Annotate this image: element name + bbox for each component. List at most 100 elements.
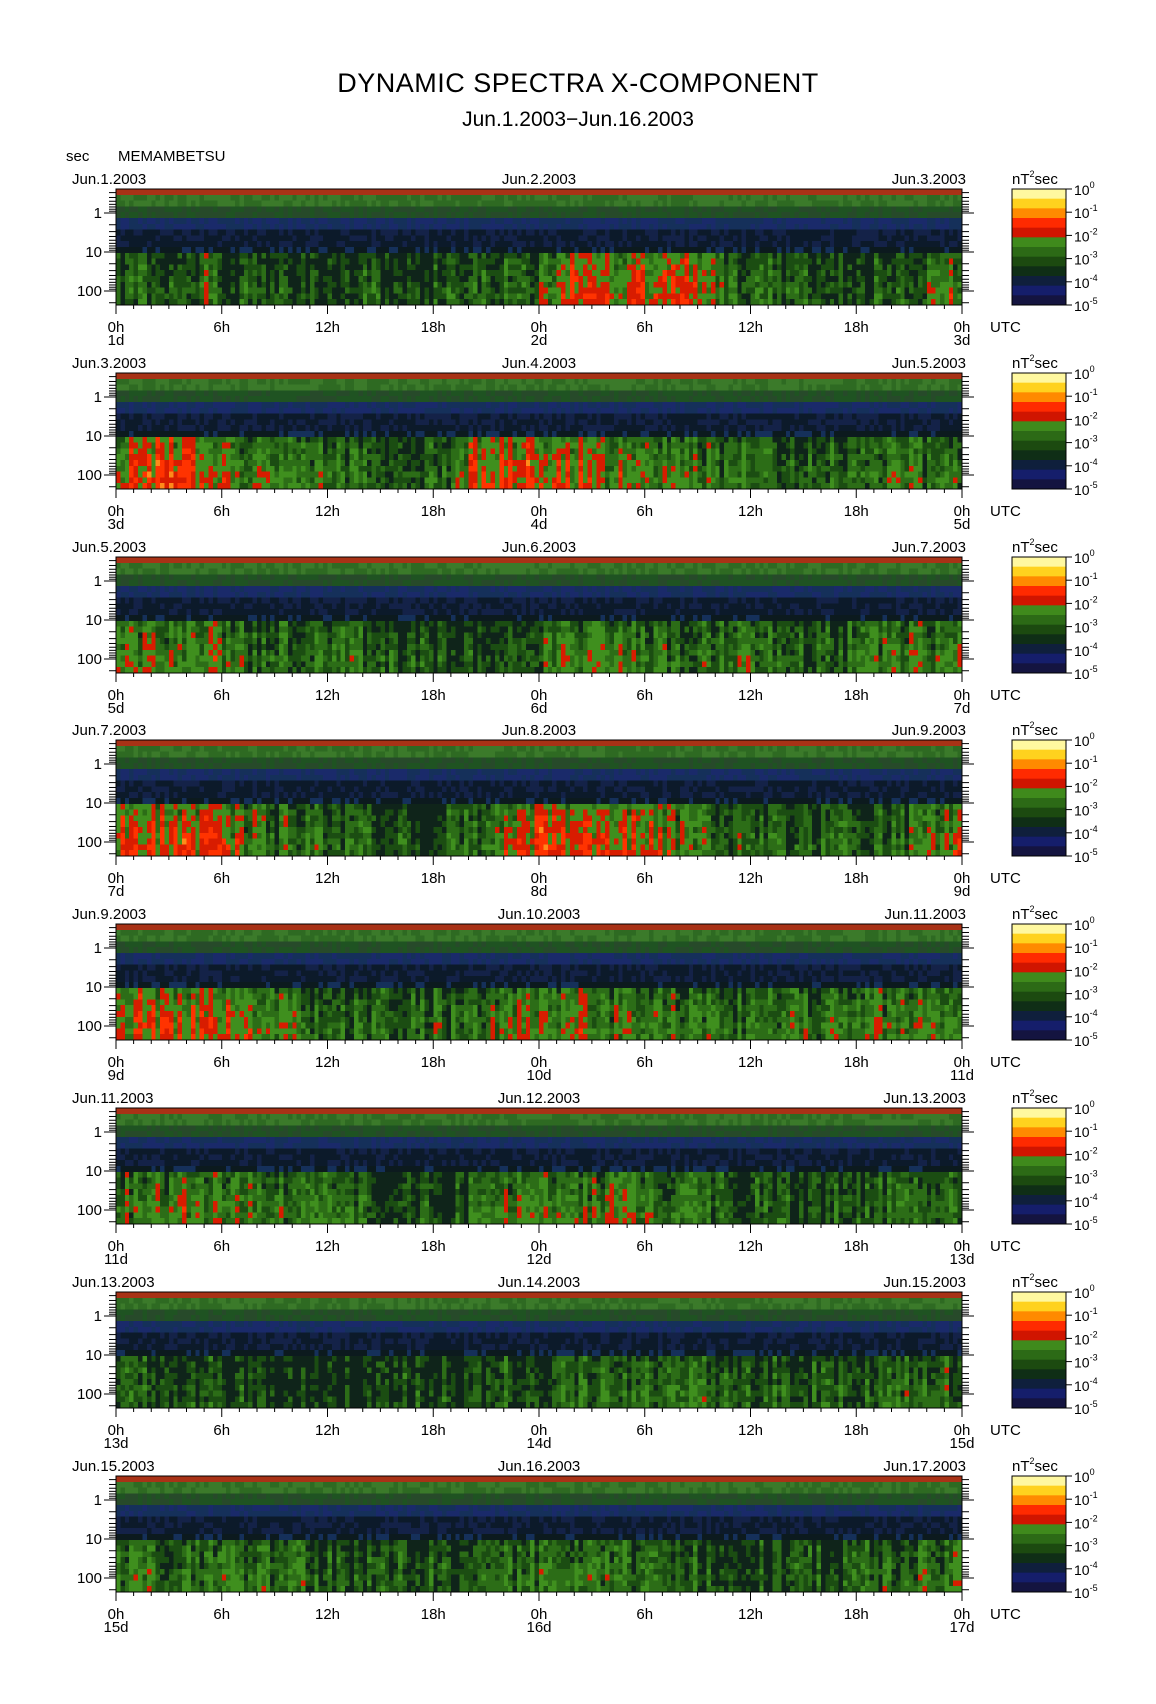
spectrogram-cell (838, 235, 844, 242)
spectrogram-cell (305, 396, 311, 403)
spectrogram-cell (596, 229, 602, 236)
spectrogram-cell (508, 252, 514, 260)
spectrogram-cell (472, 252, 478, 260)
spectrogram-cell (671, 299, 677, 306)
spectrogram-cell (239, 396, 245, 403)
spectrogram-cell (693, 264, 699, 271)
spectrogram-cell (503, 229, 509, 236)
spectrogram-cell (609, 270, 615, 277)
spectrogram-cell (234, 460, 240, 467)
spectrogram-cell (345, 212, 351, 219)
spectrogram-cell (331, 194, 337, 202)
spectrogram-cell (794, 281, 800, 289)
spectrogram-cell (327, 229, 333, 236)
spectrogram-cell (754, 235, 760, 242)
spectrogram-cell (882, 264, 888, 271)
spectrogram-cell (402, 206, 408, 213)
spectrogram-cell (331, 270, 337, 277)
spectrogram-cell (217, 276, 223, 283)
spectrogram-cell (331, 229, 337, 236)
spectrogram-cell (746, 206, 752, 213)
spectrogram-cell (208, 212, 214, 219)
spectrogram-cell (296, 378, 302, 386)
spectrogram-cell (234, 436, 240, 444)
spectrogram-cell (508, 235, 514, 242)
spectrogram-cell (904, 194, 910, 202)
spectrogram-cell (265, 247, 271, 254)
spectrogram-cell (182, 218, 188, 225)
spectrogram-cell (913, 194, 919, 202)
spectrogram-cell (724, 270, 730, 277)
spectrogram-cell (574, 200, 580, 207)
spectrogram-cell (120, 390, 126, 397)
spectrogram-cell (301, 396, 307, 403)
spectrogram-cell (715, 293, 721, 300)
spectrogram-cell (199, 281, 205, 289)
spectrogram-cell (635, 212, 641, 219)
spectrogram-cell (917, 299, 923, 306)
spectrogram-cell (133, 264, 139, 271)
spectrogram-cell (759, 194, 765, 202)
spectrogram-cell (587, 281, 593, 289)
spectrogram-cell (887, 223, 893, 231)
spectrogram-cell (327, 431, 333, 438)
spectrogram-cell (389, 276, 395, 283)
spectrogram-cell (124, 436, 130, 444)
spectrogram-cell (649, 235, 655, 242)
spectrogram-cell (212, 281, 218, 289)
spectrogram-cell (737, 287, 743, 294)
spectrogram-cell (433, 206, 439, 213)
spectrogram-cell (609, 218, 615, 225)
spectrogram-cell (530, 276, 536, 283)
spectrogram-cell (217, 212, 223, 219)
spectrogram-cell (353, 189, 359, 196)
spectrogram-cell (433, 200, 439, 207)
spectrogram-cell (239, 299, 245, 306)
spectrogram-cell (270, 431, 276, 438)
spectrogram-cell (230, 378, 236, 386)
spectrogram-cell (834, 229, 840, 236)
spectrogram-cell (367, 189, 373, 196)
spectrogram-cell (653, 287, 659, 294)
spectrogram-cell (913, 218, 919, 225)
spectrogram-cell (340, 229, 346, 236)
spectrogram-cell (309, 483, 315, 490)
spectrogram-cell (199, 264, 205, 271)
spectrogram-cell (917, 247, 923, 254)
spectrogram-cell (442, 258, 448, 265)
spectrogram-cell (865, 281, 871, 289)
spectrogram-cell (565, 241, 571, 248)
spectrogram-cell (516, 287, 522, 294)
spectrogram-cell (552, 223, 558, 231)
spectrogram-cell (922, 200, 928, 207)
spectrogram-cell (173, 241, 179, 248)
spectrogram-cell (763, 276, 769, 283)
spectrogram-cell (798, 223, 804, 231)
spectrogram-cell (856, 299, 862, 306)
spectrogram-cell (508, 287, 514, 294)
spectrogram-cell (812, 264, 818, 271)
spectrogram-cell (133, 287, 139, 294)
spectrogram-cell (891, 241, 897, 248)
spectrogram-cell (746, 235, 752, 242)
spectrogram-cell (768, 281, 774, 289)
spectrogram-cell (666, 189, 672, 196)
spectrogram-cell (301, 247, 307, 254)
spectrogram-cell (635, 189, 641, 196)
spectrogram-cell (873, 235, 879, 242)
spectrogram-cell (243, 413, 249, 420)
spectrogram-cell (931, 200, 937, 207)
spectrogram-cell (243, 436, 249, 444)
spectrogram-cell (547, 252, 553, 260)
spectrogram-cell (622, 281, 628, 289)
spectrogram-cell (552, 241, 558, 248)
spectrogram-cell (301, 212, 307, 219)
spectrogram-cell (719, 241, 725, 248)
spectrogram-cell (411, 276, 417, 283)
spectrogram-cell (490, 281, 496, 289)
spectrogram-cell (627, 200, 633, 207)
spectrogram-cell (186, 454, 192, 461)
spectrogram-cell (578, 218, 584, 225)
spectrogram-cell (953, 258, 959, 265)
spectrogram-cell (261, 218, 267, 225)
